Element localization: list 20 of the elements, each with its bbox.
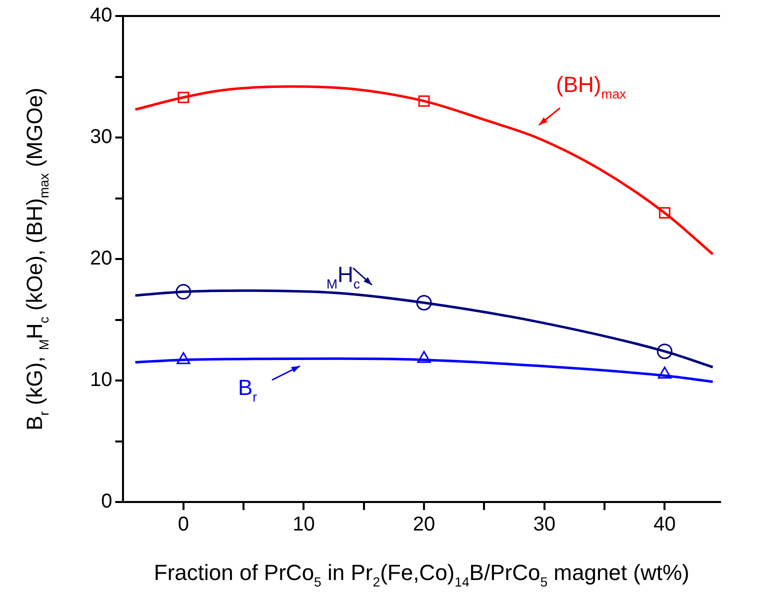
- point: [418, 95, 430, 107]
- point: [656, 344, 672, 360]
- point: [417, 350, 431, 363]
- point: [658, 207, 670, 219]
- x-tick-label: 40: [654, 514, 676, 536]
- x-tick-label: 20: [412, 514, 436, 536]
- x-tick-label: 30: [533, 514, 556, 536]
- x-tick-label: 0: [178, 514, 189, 536]
- y-tick-label: 40: [90, 4, 112, 27]
- y-tick-label: 10: [90, 369, 112, 392]
- point: [176, 284, 192, 300]
- y-tick-label: 30: [90, 126, 112, 148]
- point: [178, 92, 190, 104]
- point: [176, 352, 190, 364]
- x-tick-label: 10: [292, 514, 315, 536]
- point: [416, 294, 432, 310]
- y-tick-label: 0: [101, 490, 112, 513]
- point: [658, 366, 672, 379]
- text: Br (kG), MHc (kOe), (BH)max (MGOe): [22, 88, 52, 430]
- y-tick-label: 20: [90, 248, 112, 270]
